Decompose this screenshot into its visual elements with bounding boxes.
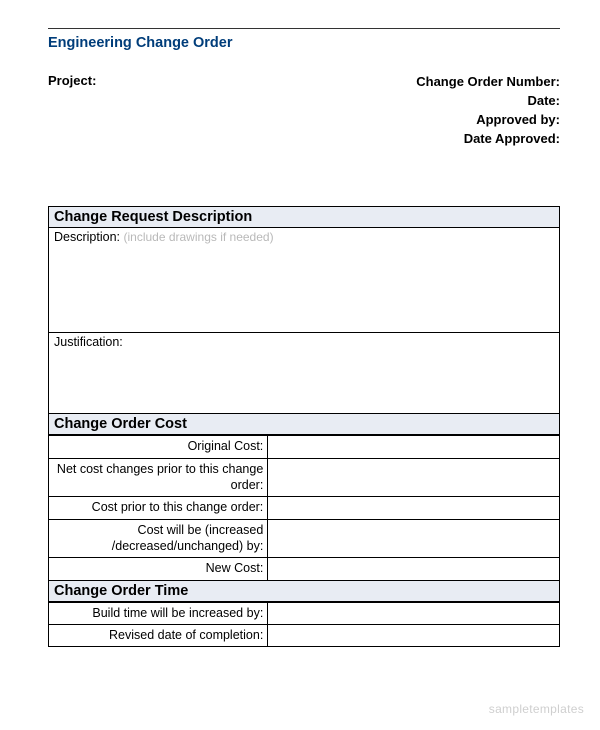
meta-right: Change Order Number: Date: Approved by: … [416, 73, 560, 148]
cost-label: Cost prior to this change order: [49, 497, 268, 519]
description-block: Change Request Description Description: … [48, 206, 560, 414]
time-label: Build time will be increased by: [49, 603, 268, 624]
approved-by-label: Approved by: [416, 111, 560, 130]
justification-label: Justification: [54, 335, 123, 349]
cost-block: Change Order Cost Original Cost: Net cos… [48, 414, 560, 580]
cost-label: Net cost changes prior to this change or… [49, 459, 268, 496]
date-label: Date: [416, 92, 560, 111]
description-hint: (include drawings if needed) [123, 230, 273, 244]
cost-row: Cost will be (increased /decreased/uncha… [49, 519, 559, 557]
change-order-number-label: Change Order Number: [416, 73, 560, 92]
time-value [268, 603, 559, 624]
cost-value [268, 558, 559, 580]
cost-value [268, 459, 559, 496]
description-label: Description: [54, 230, 120, 244]
cost-value [268, 436, 559, 458]
time-row: Revised date of completion: [49, 624, 559, 646]
cost-row: Original Cost: [49, 435, 559, 458]
time-header: Change Order Time [49, 581, 559, 602]
form-page: Engineering Change Order Project: Change… [0, 0, 600, 687]
form-title: Engineering Change Order [48, 35, 560, 51]
top-divider [48, 28, 560, 29]
time-value [268, 625, 559, 646]
cost-label: Original Cost: [49, 436, 268, 458]
cost-label: New Cost: [49, 558, 268, 580]
time-block: Change Order Time Build time will be inc… [48, 581, 560, 647]
time-row: Build time will be increased by: [49, 602, 559, 624]
watermark: sampletemplates [489, 702, 584, 716]
cost-header: Change Order Cost [49, 414, 559, 435]
project-label: Project: [48, 73, 416, 148]
cost-row: Net cost changes prior to this change or… [49, 458, 559, 496]
cost-value [268, 497, 559, 519]
cost-label: Cost will be (increased /decreased/uncha… [49, 520, 268, 557]
meta-block: Project: Change Order Number: Date: Appr… [48, 73, 560, 148]
description-cell: Description: (include drawings if needed… [49, 228, 559, 333]
description-header: Change Request Description [49, 207, 559, 228]
cost-row: New Cost: [49, 557, 559, 580]
cost-row: Cost prior to this change order: [49, 496, 559, 519]
justification-cell: Justification: [49, 333, 559, 413]
time-label: Revised date of completion: [49, 625, 268, 646]
date-approved-label: Date Approved: [416, 130, 560, 149]
cost-value [268, 520, 559, 557]
